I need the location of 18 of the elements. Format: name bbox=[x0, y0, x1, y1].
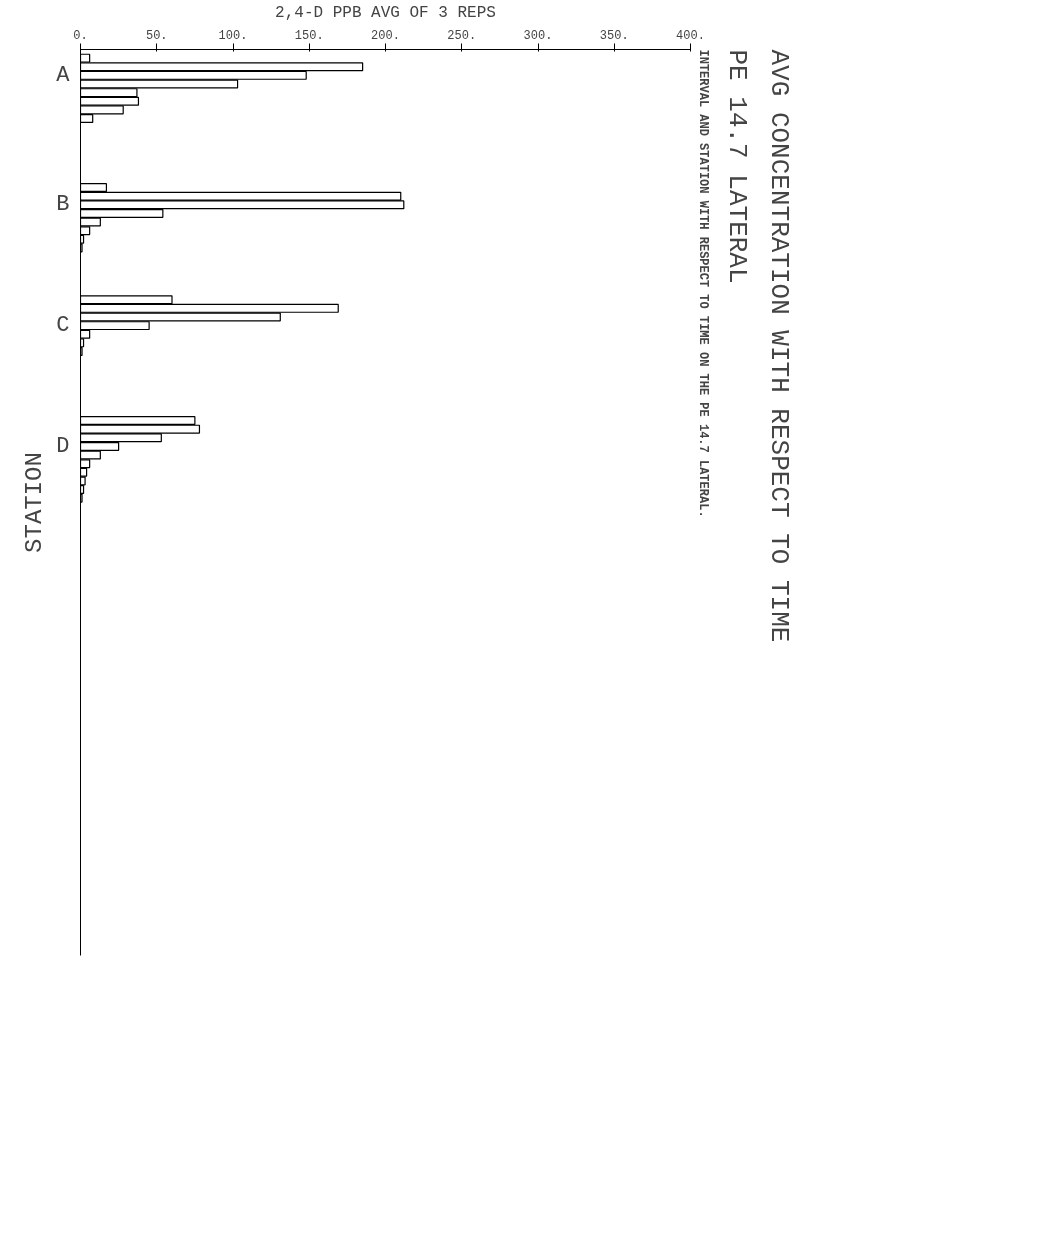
y-tick-label: C bbox=[56, 313, 70, 339]
x-tick-label: 200. bbox=[371, 28, 400, 43]
x-tick-label: 350. bbox=[599, 28, 629, 43]
x-tick-label: 300. bbox=[523, 28, 553, 43]
x-axis-title: 2,4-D PPB AVG OF 3 REPS bbox=[275, 3, 496, 22]
x-tick-label: 100. bbox=[218, 28, 248, 43]
x-tick-label: 150. bbox=[294, 28, 324, 43]
text: INTERVAL AND STATION WITH RESPECT TO TIME ON THE PE 14.7 LATERAL. bbox=[695, 49, 710, 518]
text: PE 14.7 LATERAL bbox=[721, 49, 752, 284]
y-axis-title: STATION bbox=[21, 452, 49, 553]
x-tick-label: 250. bbox=[447, 28, 477, 43]
y-tick-label: A bbox=[56, 62, 71, 88]
y-tick-label: B bbox=[56, 192, 70, 218]
text: AVG CONCENTRATION WITH RESPECT TO TIME bbox=[763, 49, 794, 643]
x-tick-label: 0. bbox=[73, 28, 88, 43]
x-tick-label: 50. bbox=[145, 28, 168, 43]
y-tick-label: D bbox=[56, 433, 70, 459]
x-tick-label: 400. bbox=[676, 28, 705, 43]
